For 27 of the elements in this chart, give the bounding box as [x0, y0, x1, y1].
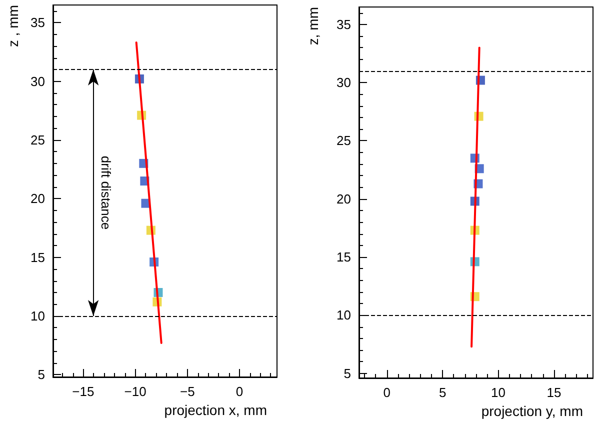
y-tick-label: 35	[30, 15, 45, 30]
y-tick-label: 5	[38, 367, 45, 382]
x-tick-label: 5	[438, 385, 446, 400]
y-tick-label: 30	[336, 75, 351, 90]
x-tick-label: −10	[124, 384, 146, 399]
x-axis-title: projection x, mm	[164, 402, 267, 418]
y-tick-label: 25	[336, 133, 351, 148]
y-tick-label: 15	[30, 250, 45, 265]
y-axis-title: z, mm	[305, 6, 321, 46]
y-tick-label: 15	[336, 250, 351, 265]
y-tick-label: 20	[336, 191, 351, 206]
x-tick-label: −15	[72, 384, 94, 399]
x-axis-title: projection y, mm	[481, 403, 583, 419]
y-tick-label: 25	[30, 132, 45, 148]
y-tick-label: 30	[30, 74, 45, 89]
y-axis-title: z , mm	[5, 4, 21, 47]
y-tick-label: 10	[336, 308, 351, 323]
y-tick-label: 10	[30, 308, 45, 324]
y-tick-label: 20	[30, 191, 45, 206]
x-tick-label: 10	[491, 385, 506, 400]
x-tick-label: 0	[383, 385, 390, 400]
x-tick-label: 0	[236, 384, 244, 399]
annotation: drift distance	[98, 156, 114, 230]
y-tick-label: 5	[344, 366, 351, 381]
x-tick-label: −5	[180, 384, 195, 399]
y-tick-label: 35	[336, 16, 351, 32]
x-tick-label: 15	[546, 385, 562, 400]
